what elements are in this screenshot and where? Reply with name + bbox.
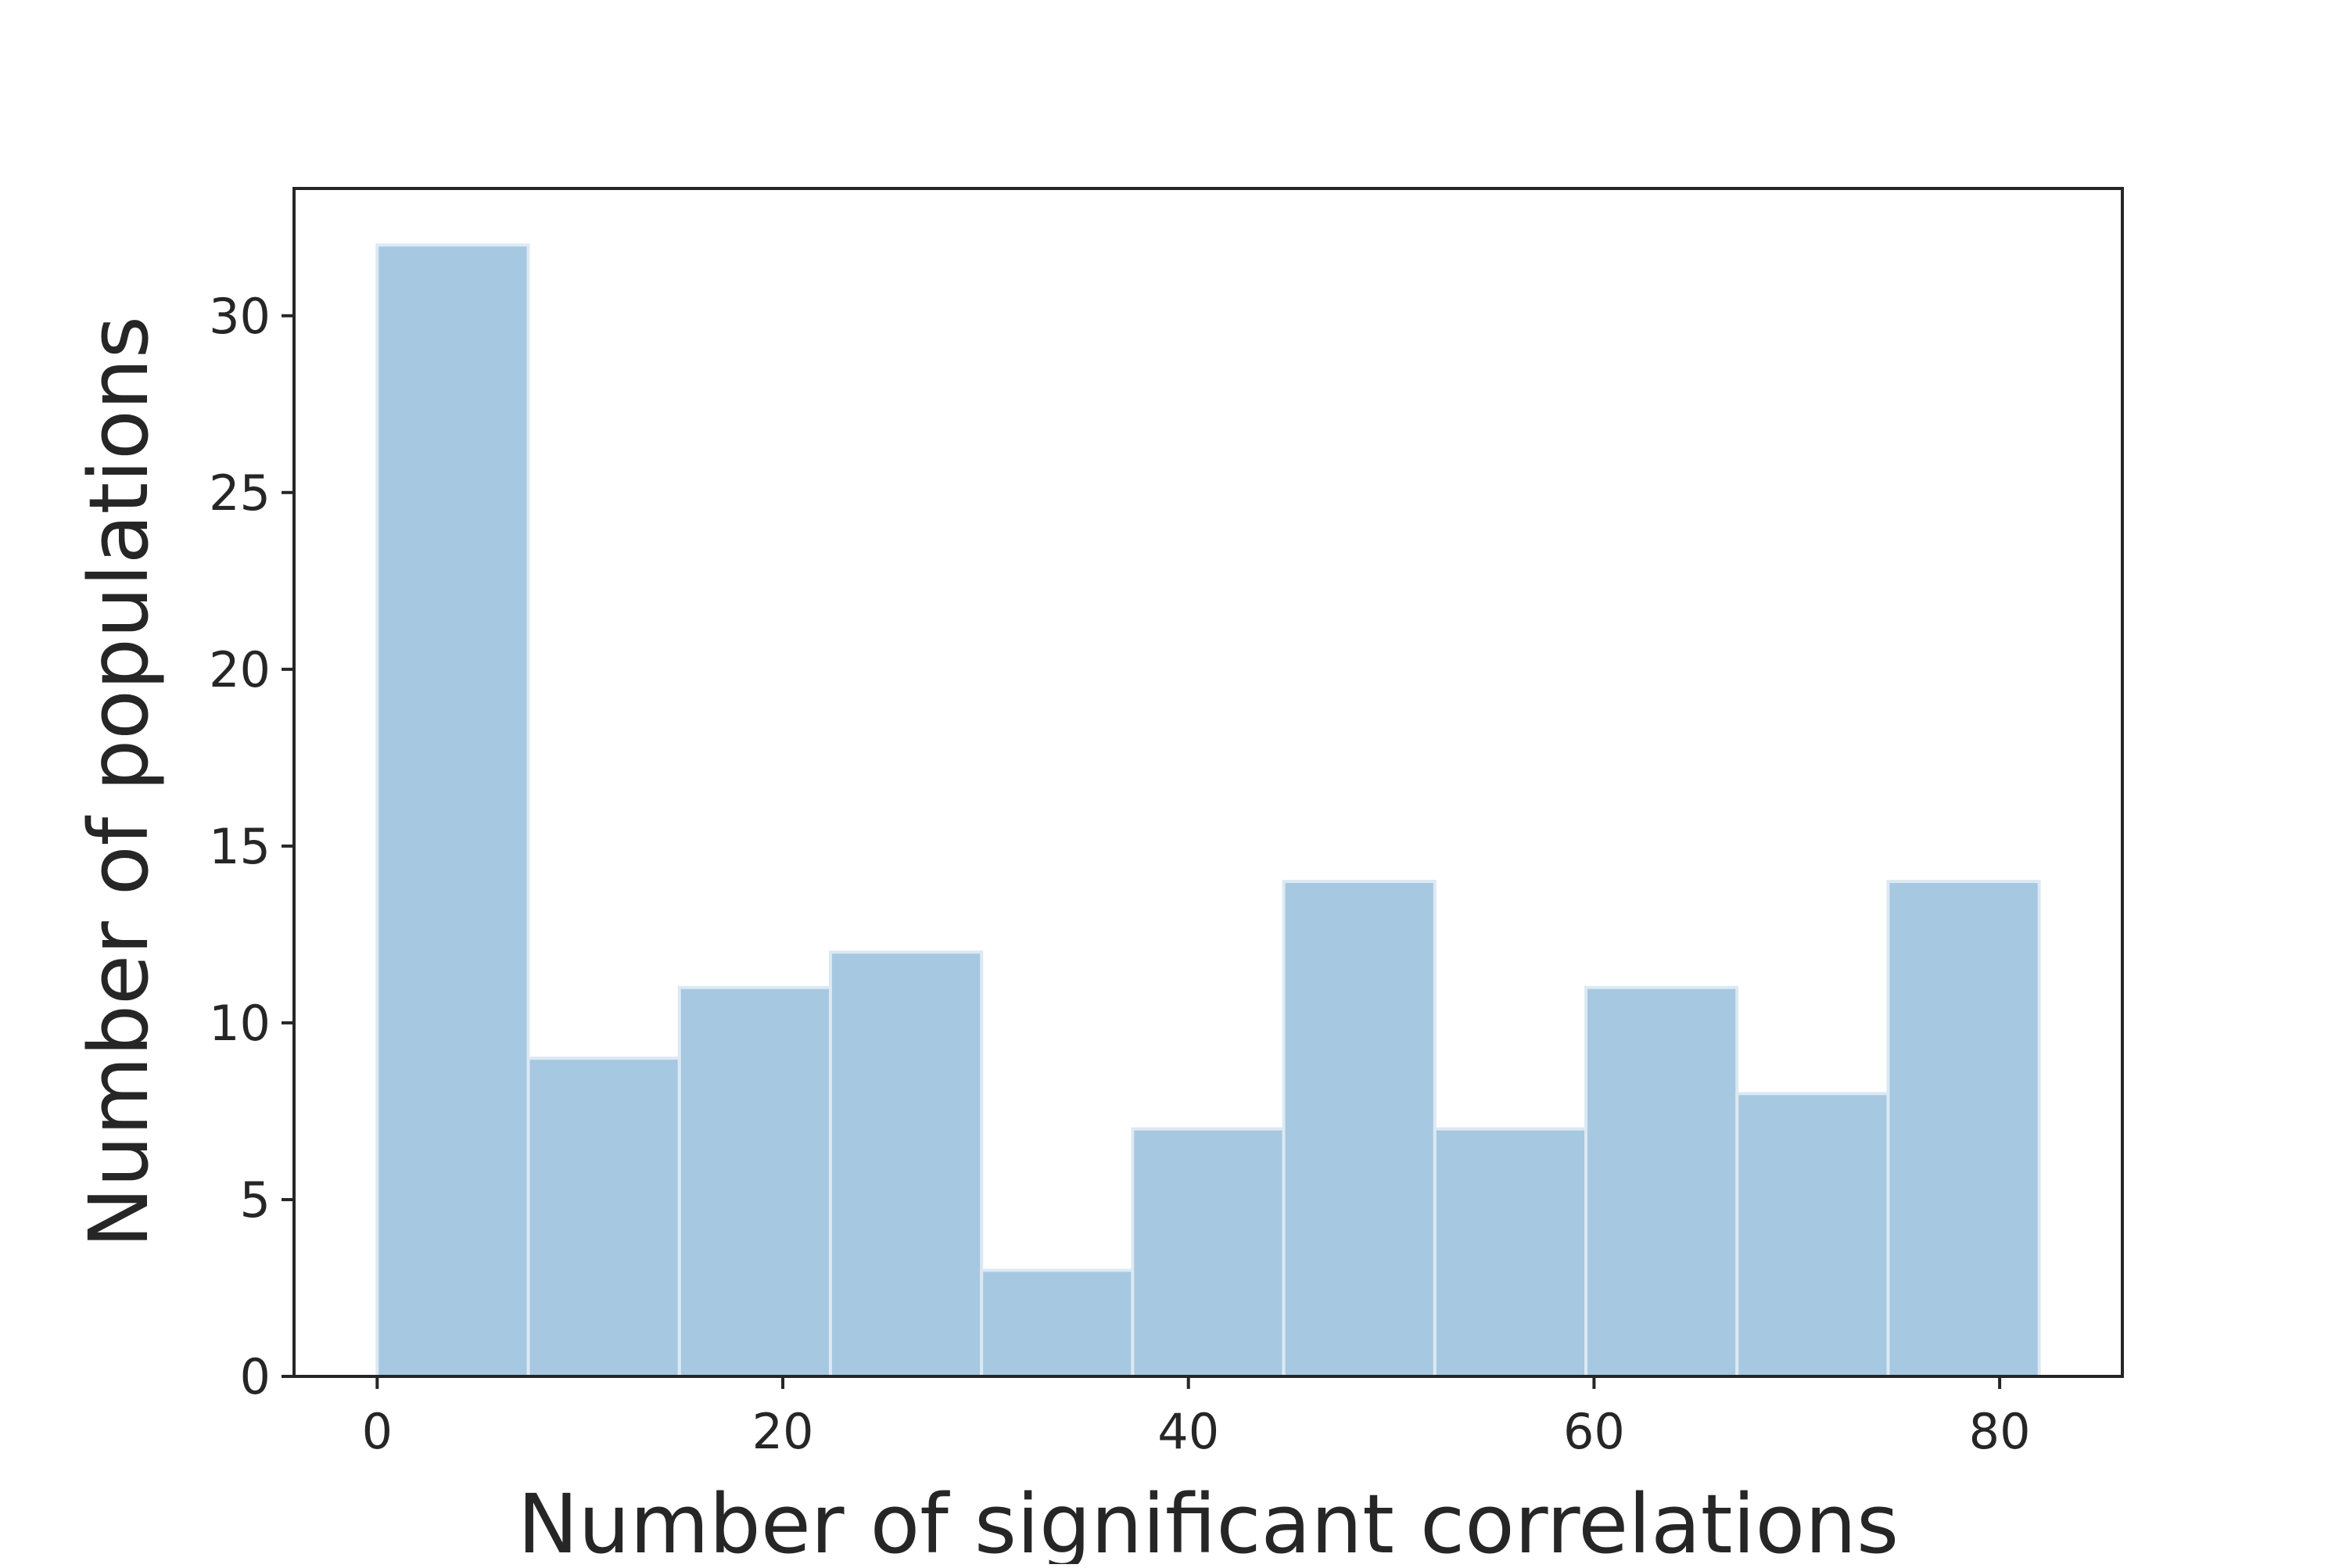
x-tick-label: 80 xyxy=(1969,1403,2031,1460)
y-axis-label: Number of populations xyxy=(71,316,167,1248)
histogram-bar xyxy=(980,1268,1135,1378)
plot-frame xyxy=(292,187,2124,1378)
x-tick-label: 0 xyxy=(362,1403,393,1460)
y-tick-label: 15 xyxy=(209,818,271,875)
histogram-bar xyxy=(375,243,530,1378)
y-tick-label: 5 xyxy=(240,1172,271,1229)
histogram-bar xyxy=(828,950,984,1378)
histogram-bar xyxy=(526,1057,681,1378)
histogram-bar xyxy=(1584,985,1739,1379)
y-tick-label: 20 xyxy=(209,641,271,698)
histogram-bar xyxy=(1433,1127,1588,1378)
histogram-bar xyxy=(1131,1127,1286,1378)
histogram-bar xyxy=(1886,880,2041,1379)
y-tick-label: 30 xyxy=(209,288,271,345)
y-tick-label: 10 xyxy=(209,995,271,1052)
y-axis: 0 5 10 15 20 25 30 xyxy=(209,288,294,1405)
histogram-bar xyxy=(1282,880,1437,1379)
histogram-bar xyxy=(677,985,832,1379)
x-axis: 0 20 40 60 80 xyxy=(362,1376,2031,1460)
x-tick-label: 60 xyxy=(1563,1403,1625,1460)
y-tick-label: 0 xyxy=(240,1348,271,1405)
histogram-bar xyxy=(1735,1092,1890,1379)
y-tick-label: 25 xyxy=(209,465,271,522)
x-tick-label: 40 xyxy=(1157,1403,1219,1460)
x-tick-label: 20 xyxy=(752,1403,814,1460)
bars-group xyxy=(375,243,2041,1379)
x-axis-label: Number of significant correlations xyxy=(518,1477,1899,1564)
